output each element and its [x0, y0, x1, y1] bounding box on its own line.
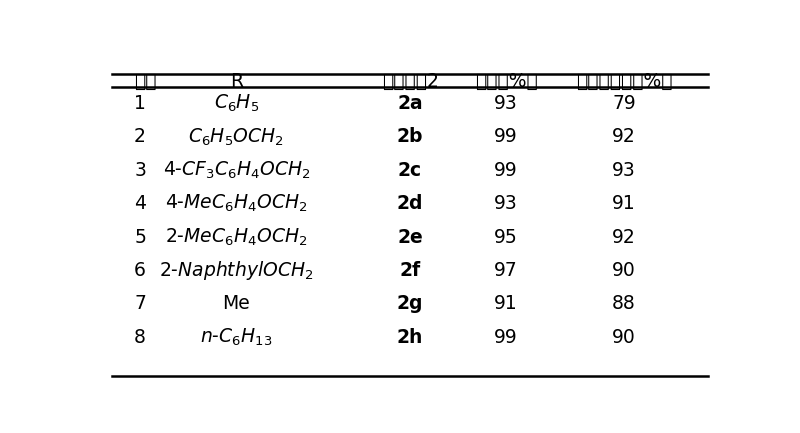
Text: 4: 4 [134, 194, 146, 213]
Text: 1: 1 [134, 94, 146, 113]
Text: 90: 90 [612, 261, 636, 280]
Text: 6: 6 [134, 261, 146, 280]
Text: 93: 93 [612, 161, 636, 180]
Text: 8: 8 [134, 327, 146, 346]
Text: 礴内酰胺2: 礴内酰胺2 [382, 72, 438, 91]
Text: 4-$CF_3C_6H_4OCH_2$: 4-$CF_3C_6H_4OCH_2$ [162, 160, 310, 181]
Text: 97: 97 [494, 261, 518, 280]
Text: Me: Me [222, 294, 250, 313]
Text: 92: 92 [612, 127, 636, 146]
Text: 99: 99 [494, 161, 518, 180]
Text: 2a: 2a [397, 94, 423, 113]
Text: 95: 95 [494, 227, 518, 246]
Text: 93: 93 [494, 94, 518, 113]
Text: 2g: 2g [397, 294, 423, 313]
Text: 2-$MeC_6H_4OCH_2$: 2-$MeC_6H_4OCH_2$ [165, 226, 308, 248]
Text: $C_6H_5OCH_2$: $C_6H_5OCH_2$ [188, 126, 285, 148]
Text: 7: 7 [134, 294, 146, 313]
Text: $C_6H_5$: $C_6H_5$ [214, 93, 259, 114]
Text: 产率（%）: 产率（%） [474, 72, 538, 91]
Text: 2-$NaphthylOCH_2$: 2-$NaphthylOCH_2$ [159, 259, 314, 282]
Text: 88: 88 [612, 294, 636, 313]
Text: 5: 5 [134, 227, 146, 246]
Text: R: R [230, 72, 243, 91]
Text: 序号: 序号 [134, 72, 157, 91]
Text: 2: 2 [134, 127, 146, 146]
Text: 2h: 2h [397, 327, 423, 346]
Text: 99: 99 [494, 127, 518, 146]
Text: 91: 91 [494, 294, 518, 313]
Text: 对映体过量（%）: 对映体过量（%） [576, 72, 672, 91]
Text: 91: 91 [612, 194, 636, 213]
Text: 2e: 2e [397, 227, 423, 246]
Text: 2c: 2c [398, 161, 422, 180]
Text: 92: 92 [612, 227, 636, 246]
Text: 2f: 2f [399, 261, 421, 280]
Text: 90: 90 [612, 327, 636, 346]
Text: $\mathit{n}$-$C_6H_{13}$: $\mathit{n}$-$C_6H_{13}$ [200, 326, 273, 348]
Text: 2d: 2d [397, 194, 423, 213]
Text: 4-$MeC_6H_4OCH_2$: 4-$MeC_6H_4OCH_2$ [165, 193, 308, 214]
Text: 79: 79 [612, 94, 636, 113]
Text: 2b: 2b [397, 127, 423, 146]
Text: 99: 99 [494, 327, 518, 346]
Text: 3: 3 [134, 161, 146, 180]
Text: 93: 93 [494, 194, 518, 213]
